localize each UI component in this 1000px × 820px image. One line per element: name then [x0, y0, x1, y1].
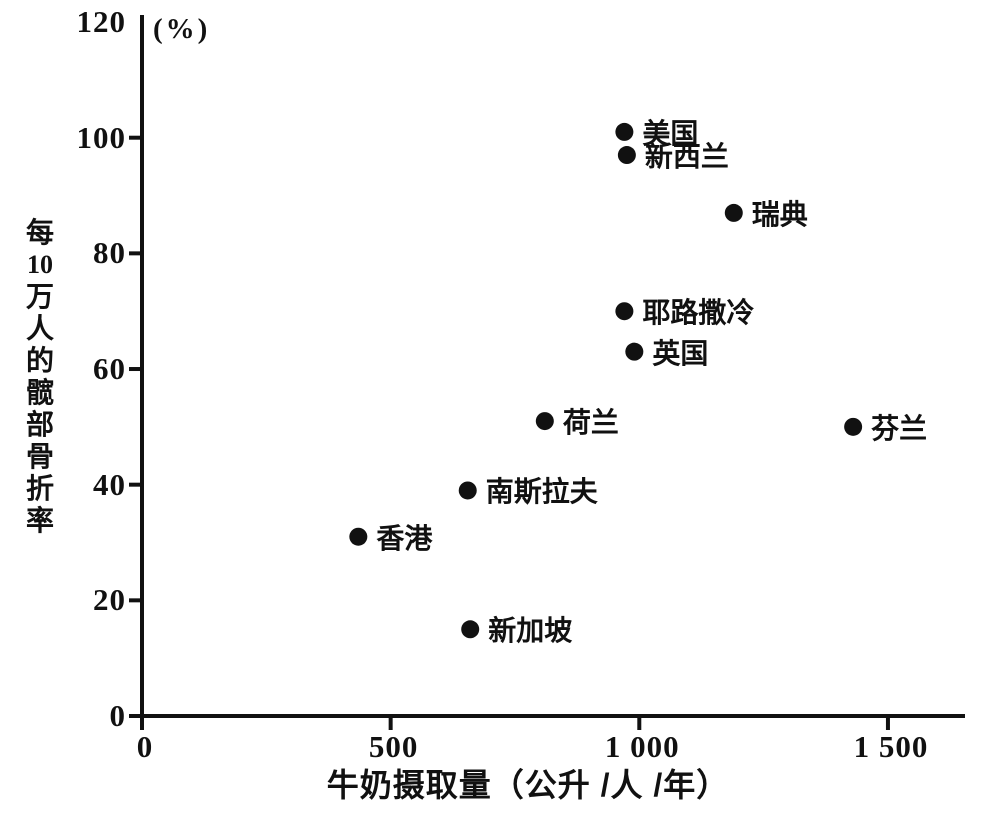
data-point	[615, 302, 634, 321]
y-axis-title-char: 率	[25, 505, 54, 536]
data-point	[615, 122, 634, 141]
y-axis-title-char: 折	[25, 473, 54, 504]
point-label: 香港	[376, 522, 433, 554]
y-axis-title-char: 髋	[25, 377, 54, 408]
y-axis-title-char: 骨	[25, 441, 54, 472]
y-axis-title-char: 万	[25, 281, 54, 312]
y-axis-title-char: 10	[27, 250, 53, 279]
point-label: 南斯拉夫	[485, 476, 598, 508]
data-point	[724, 203, 743, 222]
x-tick-label: 500	[368, 729, 419, 764]
data-point	[461, 620, 480, 639]
data-point	[349, 527, 368, 546]
point-label: 瑞典	[751, 198, 808, 230]
data-point	[458, 481, 477, 500]
y-axis-title-char: 部	[25, 409, 54, 440]
y-tick-label: 20	[93, 582, 126, 618]
point-label: 荷兰	[562, 407, 619, 439]
x-tick-label: 0	[136, 729, 154, 764]
point-label: 新加坡	[488, 615, 573, 647]
point-label: 芬兰	[871, 412, 928, 444]
point-label: 英国	[652, 337, 709, 369]
y-tick-label: 0	[109, 698, 126, 733]
point-label: 新西兰	[644, 141, 729, 173]
x-tick-label: 1 000	[604, 729, 680, 764]
y-axis-title-char: 的	[25, 345, 54, 376]
data-point	[625, 342, 644, 361]
data-point	[617, 146, 636, 165]
point-label: 美国	[642, 117, 699, 149]
x-tick-label: 1 500	[853, 729, 929, 764]
y-tick-label: 60	[93, 351, 126, 387]
y-axis-title-char: 人	[25, 313, 54, 344]
y-tick-label: 40	[93, 466, 126, 502]
y-axis-title: 每 10 万人的髋部骨折率	[14, 217, 66, 537]
y-tick-label: 100	[76, 119, 126, 155]
point-label: 耶路撒冷	[642, 297, 755, 329]
y-axis-unit-label: (%)	[153, 13, 211, 45]
data-point	[844, 417, 863, 436]
y-tick-label: 80	[93, 235, 126, 271]
y-axis-title-char: 每	[25, 217, 54, 248]
x-axis-title: 牛奶摄取量（公升 /人 /年）	[326, 767, 730, 803]
y-tick-label: 120	[76, 4, 126, 40]
data-point	[535, 412, 554, 431]
